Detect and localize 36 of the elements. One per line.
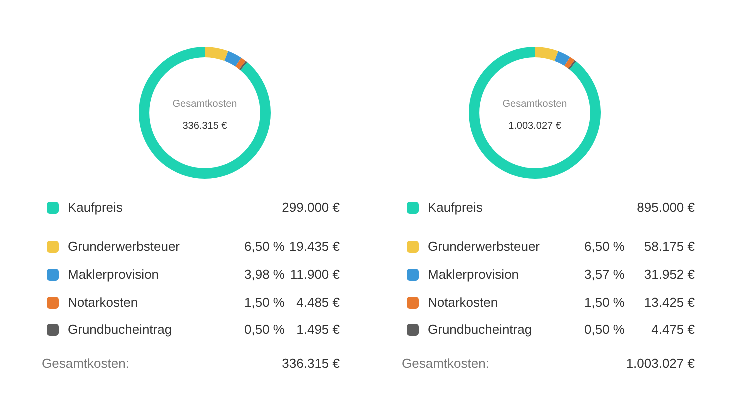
data-label: 4.475 € <box>652 321 695 339</box>
text: 0,50 % <box>244 321 285 339</box>
text: 1.003.027 € <box>626 356 695 371</box>
legend-label: Grundbucheintrag <box>68 321 172 339</box>
legend-label: Notarkosten <box>68 294 138 312</box>
data-label: 299.000 € <box>282 199 340 217</box>
text: Gesamtkosten: <box>402 355 490 373</box>
data-label: 11.900 € <box>290 266 340 284</box>
data-label: 19.435 € <box>289 238 340 256</box>
legend-label: Maklerprovision <box>428 266 520 284</box>
legend-label: Maklerprovision <box>68 266 160 284</box>
text: 0,50 % <box>584 321 625 339</box>
text: 3,57 % <box>584 266 625 284</box>
text: Gesamtkosten <box>172 98 238 110</box>
text: 1,50 % <box>584 294 625 312</box>
legend-label: Grunderwerbsteuer <box>428 238 540 256</box>
legend-label: Notarkosten <box>428 294 498 312</box>
data-label: 58.175 € <box>644 238 695 256</box>
text: 3,98 % <box>244 266 285 284</box>
legend-label: Grunderwerbsteuer <box>68 238 180 256</box>
legend-label: Grundbucheintrag <box>428 321 532 339</box>
text: 336.315 € <box>282 356 340 371</box>
text: 336.315 € <box>182 120 228 132</box>
data-label: 13.425 € <box>644 294 695 312</box>
data-label: 31.952 € <box>644 266 695 284</box>
text: 1.003.027 € <box>508 120 562 132</box>
text: 6,50 % <box>584 238 625 256</box>
text: 6,50 % <box>244 238 285 256</box>
data-label: 4.485 € <box>296 294 340 312</box>
data-label: 895.000 € <box>637 199 695 217</box>
text: 1,50 % <box>244 294 285 312</box>
text: Gesamtkosten <box>502 98 568 110</box>
text: Gesamtkosten: <box>42 355 130 373</box>
legend-label: Kaufpreis <box>428 199 483 217</box>
data-label: 1.495 € <box>296 321 340 339</box>
legend-label: Kaufpreis <box>68 199 123 217</box>
